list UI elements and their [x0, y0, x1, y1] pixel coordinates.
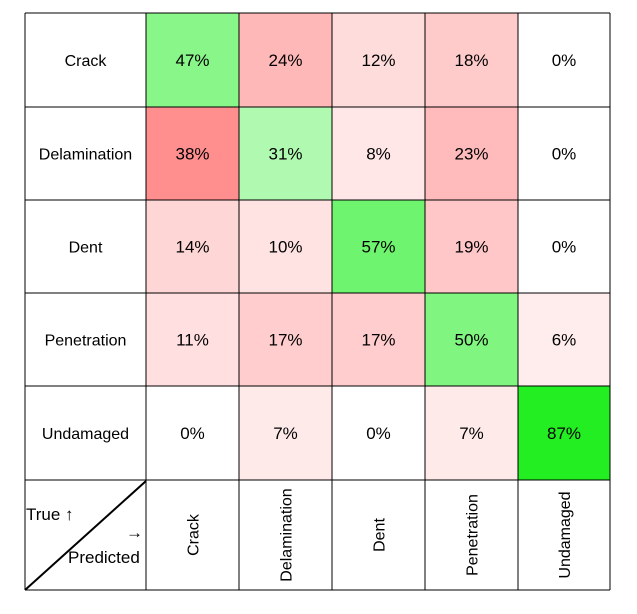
- row-label-crack: Crack: [65, 53, 108, 70]
- cell-delamination-delamination: [239, 107, 332, 200]
- cell-value: 12%: [361, 51, 395, 70]
- row-label-penetration: Penetration: [45, 333, 127, 350]
- corner-diagonal: [24, 480, 147, 591]
- cell-crack-delamination: [239, 13, 332, 107]
- cell-penetration-penetration: [425, 293, 518, 386]
- row-label-undamaged: Undamaged: [42, 426, 129, 443]
- cell-penetration-delamination: [239, 293, 332, 386]
- cell-value: 10%: [268, 238, 302, 257]
- cell-value: 87%: [547, 424, 581, 443]
- cell-undamaged-penetration: [425, 386, 518, 480]
- cell-penetration-undamaged: [518, 293, 610, 386]
- row-label-layer: Crack Delamination Dent Penetration Undamage…: [39, 53, 132, 443]
- cell-crack-undamaged: [518, 13, 610, 107]
- cell-undamaged-delamination: [239, 386, 332, 480]
- predicted-axis-label: Predicted: [68, 548, 140, 567]
- cell-value: 38%: [175, 145, 209, 164]
- cell-value: 18%: [454, 51, 488, 70]
- cell-value: 0%: [552, 145, 577, 164]
- cell-value: 11%: [176, 331, 209, 350]
- cell-value: 50%: [454, 331, 488, 350]
- cell-delamination-penetration: [425, 107, 518, 200]
- cell-delamination-undamaged: [518, 107, 610, 200]
- cell-delamination-dent: [332, 107, 425, 200]
- cell-penetration-crack: [146, 293, 239, 386]
- column-label-crack: Crack: [186, 513, 203, 556]
- true-axis-label: True ↑: [26, 505, 74, 524]
- predicted-arrow: →: [126, 523, 143, 542]
- column-label-undamaged: Undamaged: [557, 491, 574, 578]
- cell-value: 7%: [459, 424, 484, 443]
- cell-value: 17%: [268, 331, 302, 350]
- axis-corner: True ↑ → Predicted: [24, 480, 147, 591]
- cell-value: 31%: [268, 145, 302, 164]
- column-label-layer: Crack Delamination Dent Penetration Undamage…: [186, 488, 575, 581]
- cell-undamaged-dent: [332, 386, 425, 480]
- cell-value: 0%: [180, 424, 205, 443]
- cell-delamination-crack: [146, 107, 239, 200]
- cell-dent-crack: [146, 200, 239, 293]
- cell-value: 47%: [175, 51, 209, 70]
- cell-layer: 47% 24% 12% 18% 0% 38% 31% 8% 23% 0% 14% 10% 57% 19% 0…: [146, 13, 610, 480]
- cell-value: 0%: [366, 424, 391, 443]
- cell-value: 23%: [454, 145, 488, 164]
- row-label-delamination: Delamination: [39, 147, 132, 164]
- grid-lines: [24, 12, 611, 591]
- cell-value: 14%: [175, 238, 209, 257]
- cell-value: 0%: [552, 238, 577, 257]
- cell-dent-dent: [332, 200, 425, 293]
- column-label-penetration: Penetration: [465, 494, 482, 576]
- cell-crack-crack: [146, 13, 239, 107]
- cell-dent-delamination: [239, 200, 332, 293]
- cell-value: 8%: [366, 145, 391, 164]
- cell-crack-penetration: [425, 13, 518, 107]
- cell-value: 6%: [552, 331, 577, 350]
- row-label-dent: Dent: [69, 240, 103, 257]
- cell-value: 0%: [552, 51, 577, 70]
- cell-dent-penetration: [425, 200, 518, 293]
- cell-value: 17%: [361, 331, 395, 350]
- cell-penetration-dent: [332, 293, 425, 386]
- cell-value: 57%: [361, 238, 395, 257]
- cell-value: 7%: [273, 424, 298, 443]
- column-label-dent: Dent: [372, 518, 389, 552]
- column-label-delamination: Delamination: [279, 488, 296, 581]
- cell-undamaged-undamaged: [518, 386, 610, 480]
- cell-crack-dent: [332, 13, 425, 107]
- cell-value: 19%: [454, 238, 488, 257]
- cell-value: 24%: [268, 51, 302, 70]
- cell-dent-undamaged: [518, 200, 610, 293]
- cell-undamaged-crack: [146, 386, 239, 480]
